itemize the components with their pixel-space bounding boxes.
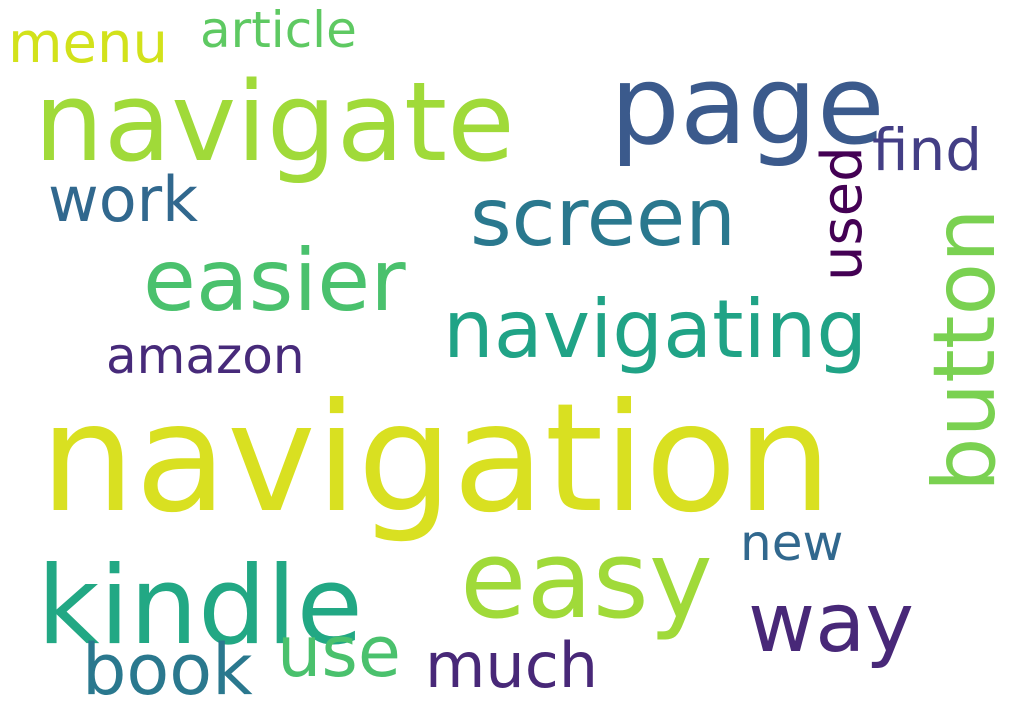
word-work: work <box>48 163 199 236</box>
word-use: use <box>277 611 401 693</box>
word-article: article <box>200 1 357 59</box>
word-used: used <box>810 146 875 281</box>
word-page: page <box>610 41 885 169</box>
word-navigation: navigation <box>40 372 832 546</box>
word-navigating: navigating <box>443 283 868 376</box>
word-much: much <box>425 629 599 702</box>
word-find: find <box>872 116 983 184</box>
word-easy: easy <box>460 518 713 643</box>
word-book: book <box>82 629 253 711</box>
word-navigate: navigate <box>34 58 515 186</box>
word-screen: screen <box>470 171 736 264</box>
word-easier: easier <box>143 231 406 331</box>
word-amazon: amazon <box>106 327 305 385</box>
word-button: button <box>915 208 1015 492</box>
word-menu: menu <box>8 11 168 76</box>
word-new: new <box>740 514 844 572</box>
word-way: way <box>748 576 914 671</box>
word-kindle: kindle <box>37 544 364 669</box>
